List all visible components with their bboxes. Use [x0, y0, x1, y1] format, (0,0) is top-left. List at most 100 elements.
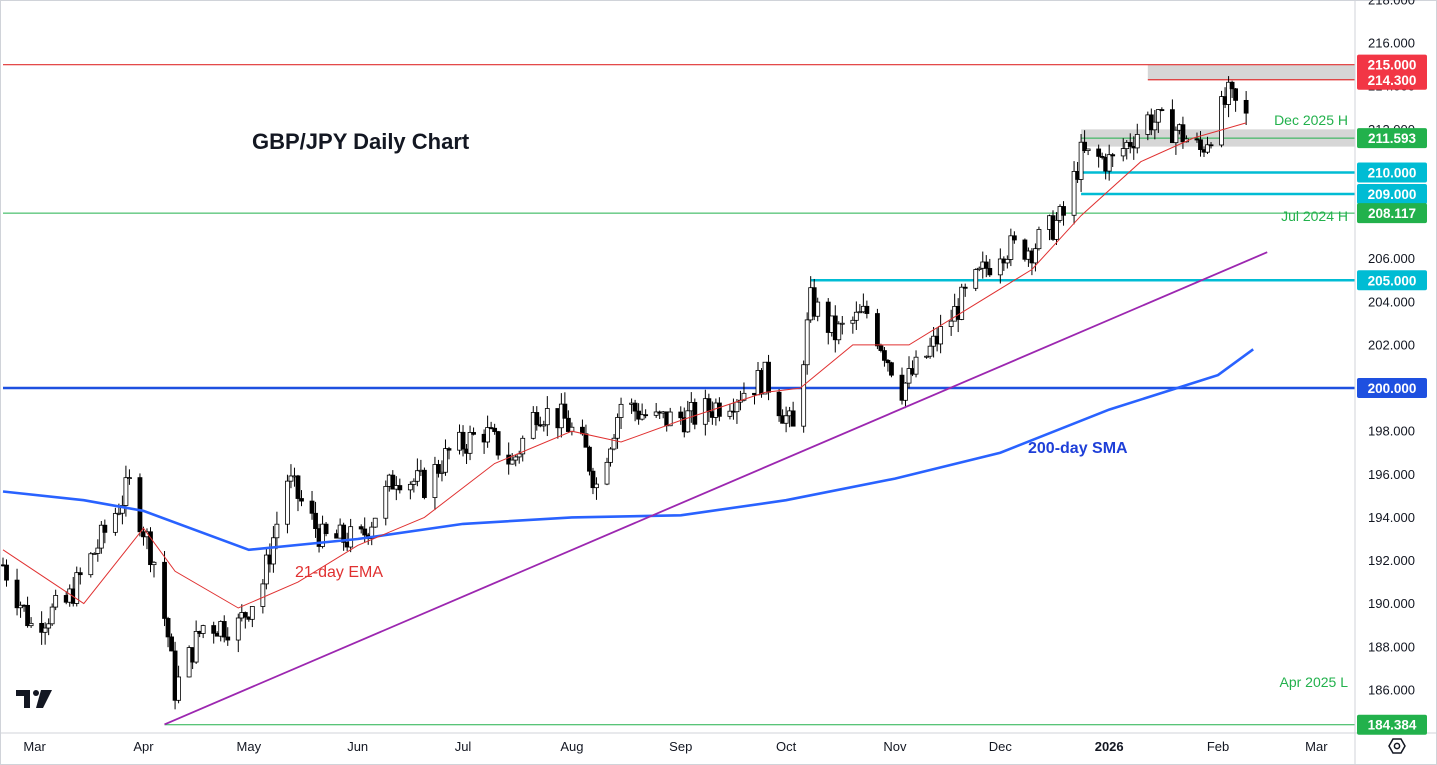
candle-body — [1173, 129, 1179, 144]
y-tick-label: 218.000 — [1368, 0, 1415, 8]
price-label-box — [1357, 378, 1427, 399]
candle-body — [685, 410, 691, 433]
candle-body — [1071, 171, 1077, 216]
candle-body — [1085, 148, 1091, 152]
candle-body — [1011, 235, 1017, 241]
candle-body — [162, 561, 167, 619]
candle-body — [1229, 81, 1235, 90]
x-tick-label: Mar — [23, 739, 46, 754]
candle-body — [288, 475, 294, 482]
candle-body — [119, 505, 125, 514]
candle-body — [520, 437, 526, 455]
candle-body — [692, 402, 698, 425]
candle-body — [924, 355, 929, 358]
candle-body — [443, 448, 448, 473]
y-tick-label: 192.000 — [1368, 553, 1415, 568]
candle-body — [77, 572, 83, 576]
candle-body — [716, 402, 722, 417]
candle-body — [492, 427, 498, 432]
x-tick-label: Oct — [776, 739, 797, 754]
candle-body — [270, 537, 276, 565]
candle-body — [678, 411, 684, 419]
candle-body — [667, 411, 673, 427]
candle-body — [734, 401, 740, 413]
y-tick-label: 198.000 — [1368, 424, 1415, 439]
candle-body — [783, 415, 789, 424]
candle-body — [28, 622, 34, 627]
candle-body — [1233, 88, 1239, 101]
candle-body — [151, 561, 157, 566]
candle-body — [1243, 99, 1249, 114]
candle-body — [973, 269, 979, 289]
candle-body — [836, 323, 842, 341]
zones-layer — [1081, 64, 1355, 147]
x-tick-label: May — [237, 739, 262, 754]
x-tick-label: Mar — [1305, 739, 1328, 754]
indicators-layer — [2, 122, 1268, 726]
candle-body — [583, 433, 589, 448]
candle-body — [1082, 141, 1087, 152]
candle-body — [875, 313, 880, 347]
candle-body — [1226, 81, 1231, 105]
candle-body — [632, 402, 638, 412]
candle-body — [776, 391, 782, 417]
candle-body — [608, 448, 613, 463]
candle-body — [906, 368, 912, 384]
candle-body — [1169, 109, 1175, 144]
candle-body — [857, 311, 863, 314]
candle-body — [309, 500, 315, 514]
y-tick-label: 190.000 — [1368, 596, 1415, 611]
candle-body — [639, 414, 645, 420]
price-label-text: 211.593 — [1368, 131, 1417, 146]
candle-body — [263, 554, 269, 585]
y-tick-label: 186.000 — [1368, 682, 1415, 697]
candle-body — [962, 286, 968, 289]
candle-body — [1099, 156, 1105, 158]
candle-body — [727, 410, 733, 417]
candle-body — [137, 477, 143, 533]
candle-body — [1061, 206, 1066, 216]
candle-body — [927, 345, 933, 357]
candle-body — [530, 412, 536, 439]
candle-body — [913, 356, 919, 375]
candle-body — [997, 258, 1003, 276]
candle-body — [436, 464, 441, 474]
x-tick-label: Dec — [989, 739, 1013, 754]
candle-body — [460, 431, 466, 450]
candle-body — [611, 437, 617, 450]
candle-body — [839, 322, 845, 325]
candle-body — [1159, 109, 1165, 111]
candle-body — [1198, 139, 1203, 150]
candle-body — [534, 412, 540, 426]
x-tick-label: Apr — [133, 739, 154, 754]
y-tick-label: 204.000 — [1368, 294, 1415, 309]
candle-body — [383, 486, 389, 519]
candle-body — [618, 403, 624, 418]
candle-body — [1036, 229, 1042, 250]
candle-body — [165, 618, 171, 638]
candle-body — [193, 630, 199, 663]
x-tick-label: Aug — [560, 739, 583, 754]
candle-body — [790, 410, 796, 427]
candle-body — [341, 524, 347, 543]
candle-body — [123, 477, 129, 506]
candle-body — [1180, 124, 1186, 143]
candle-body — [987, 267, 993, 276]
candle-body — [1127, 142, 1133, 147]
candle-body — [804, 319, 810, 366]
settings-gear-icon[interactable] — [1388, 738, 1406, 754]
price-label-box — [1357, 184, 1427, 205]
price-label-text: 209.000 — [1368, 187, 1417, 202]
candle-body — [446, 448, 452, 451]
price-label-text: 200.000 — [1368, 381, 1417, 396]
candle-body — [485, 427, 491, 443]
sma200-line — [2, 348, 1254, 552]
candle-body — [562, 403, 568, 419]
candle-body — [741, 392, 747, 401]
candle-body — [653, 411, 659, 416]
candle-body — [362, 528, 368, 536]
candle-body — [42, 627, 48, 633]
candle-body — [959, 286, 965, 320]
candle-body — [148, 531, 153, 566]
candle-body — [976, 267, 982, 270]
